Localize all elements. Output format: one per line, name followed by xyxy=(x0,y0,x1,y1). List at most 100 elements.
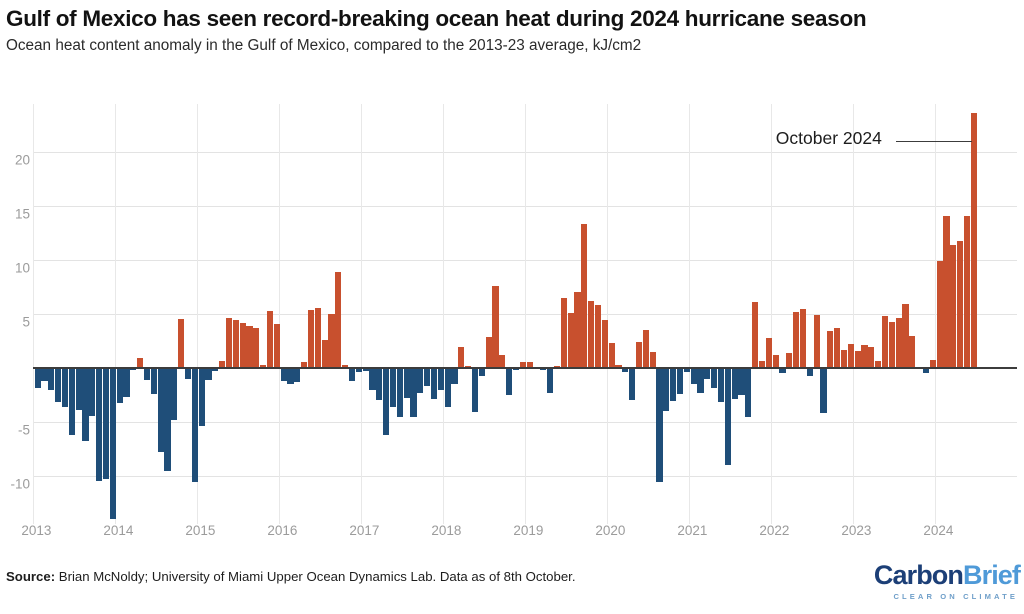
bar xyxy=(424,367,431,387)
bar xyxy=(383,367,390,435)
bar xyxy=(711,367,718,389)
bar xyxy=(690,367,697,384)
bar xyxy=(225,318,233,368)
bar xyxy=(96,367,103,481)
x-tick-label: 2020 xyxy=(595,523,626,538)
bar xyxy=(875,361,882,368)
bar xyxy=(649,351,656,368)
bar xyxy=(793,311,800,368)
page-title: Gulf of Mexico has seen record-breaking … xyxy=(6,6,867,31)
bar xyxy=(55,367,62,403)
y-tick-label: -10 xyxy=(10,476,30,492)
bar xyxy=(574,292,581,368)
bar xyxy=(239,322,246,368)
bar xyxy=(676,367,684,394)
bar xyxy=(847,344,854,368)
logo-tagline: CLEAR ON CLIMATE xyxy=(893,592,1018,601)
bar xyxy=(68,367,75,435)
bar xyxy=(929,360,936,368)
x-tick-label: 2023 xyxy=(841,523,872,538)
bar xyxy=(902,304,909,368)
x-tick-label: 2015 xyxy=(185,523,216,538)
bar xyxy=(492,286,499,368)
bar xyxy=(198,367,205,426)
bar xyxy=(328,314,335,368)
x-tick-label: 2021 xyxy=(677,523,708,538)
bar xyxy=(48,367,55,391)
bar xyxy=(697,367,704,393)
gridline-vertical xyxy=(771,104,772,524)
bar xyxy=(547,367,554,393)
bar xyxy=(266,310,274,368)
bar xyxy=(506,367,513,395)
bar xyxy=(178,319,185,368)
bar xyxy=(191,367,198,482)
bar xyxy=(526,362,533,368)
bar xyxy=(779,367,786,374)
bar xyxy=(287,367,294,384)
bar xyxy=(301,362,308,368)
gridline-vertical xyxy=(853,104,854,524)
bar xyxy=(109,367,116,519)
y-axis-ticks: 20 15 10 5 -5 -10 xyxy=(0,104,30,524)
bar xyxy=(553,365,561,368)
bar xyxy=(478,367,485,377)
bar xyxy=(861,345,868,368)
bar xyxy=(868,347,875,368)
bar xyxy=(758,361,766,368)
bar xyxy=(342,364,349,368)
bar xyxy=(499,354,506,368)
bar xyxy=(601,320,608,368)
bar xyxy=(75,367,82,410)
bar xyxy=(588,301,595,368)
x-tick-label: 2013 xyxy=(21,523,52,538)
bar xyxy=(232,320,239,368)
gridline-vertical xyxy=(607,104,608,524)
bar xyxy=(82,367,89,442)
bar xyxy=(840,349,848,368)
bar xyxy=(34,367,41,389)
bar xyxy=(663,367,670,411)
page-subtitle: Ocean heat content anomaly in the Gulf o… xyxy=(6,36,642,54)
bar xyxy=(540,367,547,370)
x-tick-label: 2018 xyxy=(431,523,462,538)
bar xyxy=(765,337,772,368)
bar xyxy=(471,367,479,412)
chart-plot-area: 20 15 10 5 -5 -10 xyxy=(0,96,1024,536)
bar xyxy=(389,367,397,407)
bar xyxy=(772,354,779,368)
bar xyxy=(137,358,144,368)
annotation-october-2024: October 2024 xyxy=(775,127,882,148)
bar xyxy=(567,312,574,368)
x-tick-label: 2019 xyxy=(513,523,544,538)
bar xyxy=(622,367,629,373)
bar xyxy=(437,367,444,391)
bar xyxy=(745,367,752,418)
bar xyxy=(130,367,137,370)
gridline-vertical xyxy=(443,104,444,524)
bar xyxy=(888,321,895,368)
gridline-vertical xyxy=(33,104,34,524)
chart-header: Gulf of Mexico has seen record-breaking … xyxy=(0,0,1024,55)
annotation-leader-line xyxy=(895,140,972,143)
bar xyxy=(61,367,69,407)
bar xyxy=(335,272,342,368)
bar xyxy=(260,364,267,368)
bar xyxy=(150,367,157,394)
bar xyxy=(895,318,902,368)
bar xyxy=(355,367,362,373)
bar xyxy=(102,367,110,479)
bar xyxy=(314,307,321,368)
bar xyxy=(635,342,643,368)
bar xyxy=(219,361,226,368)
bar xyxy=(704,367,711,379)
gridline-vertical xyxy=(279,104,280,524)
bar xyxy=(280,367,287,381)
bar xyxy=(943,216,950,368)
bar xyxy=(752,302,759,368)
gridline-vertical xyxy=(197,104,198,524)
bar xyxy=(970,112,977,368)
bar xyxy=(253,328,260,368)
gridline-vertical xyxy=(689,104,690,524)
